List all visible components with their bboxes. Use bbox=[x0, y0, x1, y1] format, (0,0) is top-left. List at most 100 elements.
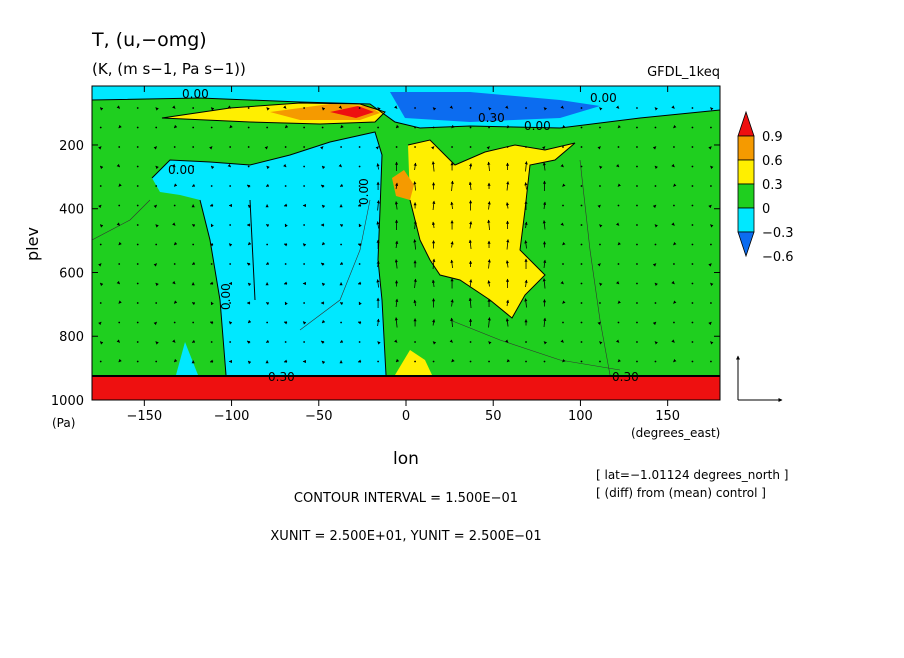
vector-dot bbox=[136, 126, 139, 129]
vector-arrow bbox=[654, 107, 659, 111]
vector-arrow bbox=[172, 280, 176, 285]
vector-dot bbox=[358, 146, 361, 148]
vector-dot bbox=[155, 360, 158, 363]
vector-arrow bbox=[395, 358, 400, 363]
vector-arrow bbox=[191, 261, 196, 265]
vector-arrow bbox=[155, 107, 159, 111]
vector-arrow bbox=[413, 239, 417, 250]
vector-arrow bbox=[155, 165, 159, 170]
vector-arrow bbox=[673, 183, 677, 187]
x-tick-label: −50 bbox=[305, 409, 332, 424]
vector-dot bbox=[636, 185, 638, 187]
vector-arrow bbox=[284, 124, 289, 129]
x-tick-label: 50 bbox=[485, 409, 502, 424]
vector-arrow bbox=[542, 278, 546, 289]
vector-dot bbox=[691, 224, 694, 226]
vector-dot bbox=[599, 185, 601, 187]
vector-arrow bbox=[376, 279, 380, 288]
vector-dot bbox=[691, 146, 694, 148]
vector-dot bbox=[580, 165, 583, 168]
vector-dot bbox=[654, 126, 657, 129]
vector-arrow bbox=[562, 183, 566, 187]
vector-dot bbox=[284, 185, 287, 187]
vector-arrow bbox=[191, 302, 196, 306]
vector-dot bbox=[136, 224, 139, 226]
vector-arrow bbox=[671, 105, 675, 109]
vector-arrow bbox=[191, 339, 196, 343]
vector-arrow bbox=[543, 107, 548, 111]
vector-arrow bbox=[98, 204, 102, 209]
vector-arrow bbox=[283, 359, 288, 363]
vector-dot bbox=[173, 204, 176, 207]
colorbar-label: 0.6 bbox=[762, 154, 783, 169]
contour-label-group: 0.00 0.00 0.00 0.00 0.00 0.30 0.00 0.30 … bbox=[168, 87, 639, 384]
contour-label: 0.00 bbox=[182, 87, 209, 101]
vector-dot bbox=[562, 204, 564, 207]
vector-arrow bbox=[488, 107, 492, 111]
vector-dot bbox=[192, 126, 195, 129]
vector-dot bbox=[710, 185, 712, 187]
vector-dot bbox=[155, 185, 158, 187]
vector-arrow bbox=[155, 282, 159, 287]
vector-arrow bbox=[191, 224, 196, 228]
vector-dot bbox=[525, 341, 527, 343]
vector-arrow bbox=[320, 146, 324, 150]
vector-dot bbox=[340, 243, 343, 246]
vector-dot bbox=[303, 146, 306, 148]
vector-arrow bbox=[413, 220, 417, 230]
vector-arrow bbox=[247, 319, 252, 324]
vector-arrow bbox=[377, 107, 381, 111]
vector-dot bbox=[266, 243, 269, 246]
vector-arrow bbox=[431, 279, 436, 288]
vector-arrow bbox=[339, 224, 344, 228]
vector-dot bbox=[210, 263, 213, 265]
vector-dot bbox=[210, 126, 213, 129]
vector-dot bbox=[229, 263, 232, 265]
vector-arrow bbox=[673, 241, 677, 246]
vector-arrow bbox=[191, 183, 196, 187]
vector-arrow bbox=[376, 221, 380, 229]
vector-dot bbox=[303, 224, 306, 226]
vector-dot bbox=[229, 302, 232, 304]
vector-arrow bbox=[413, 181, 417, 191]
vector-arrow bbox=[710, 224, 714, 228]
vector-dot bbox=[673, 263, 675, 265]
region-surface-band bbox=[92, 376, 720, 400]
vector-arrow bbox=[524, 298, 528, 308]
vector-dot bbox=[303, 302, 306, 304]
vector-arrow bbox=[246, 262, 251, 266]
vector-arrow bbox=[173, 241, 178, 246]
vector-dot bbox=[636, 224, 638, 226]
vector-arrow bbox=[542, 220, 546, 230]
vector-arrow bbox=[506, 358, 511, 363]
vector-arrow bbox=[227, 163, 231, 168]
vector-arrow bbox=[266, 165, 270, 170]
vector-dot bbox=[136, 165, 139, 168]
vector-dot bbox=[562, 146, 564, 148]
vector-dot bbox=[488, 126, 490, 129]
vector-arrow bbox=[209, 281, 214, 285]
vector-dot bbox=[173, 146, 176, 148]
vector-arrow bbox=[562, 358, 566, 363]
colorbar-swatch bbox=[737, 110, 755, 137]
vector-arrow bbox=[708, 204, 712, 209]
vector-arrow bbox=[116, 339, 120, 343]
y-tick-label: 800 bbox=[59, 330, 84, 345]
vector-arrow bbox=[118, 358, 122, 363]
dataset-label: GFDL_1keq bbox=[647, 65, 720, 80]
vector-arrow bbox=[449, 105, 453, 109]
vector-dot bbox=[636, 282, 638, 285]
vector-dot bbox=[562, 263, 564, 265]
vector-arrow bbox=[209, 203, 214, 207]
vector-arrow bbox=[173, 358, 178, 363]
vector-arrow bbox=[264, 146, 268, 150]
vector-arrow bbox=[283, 163, 287, 168]
contour-label: 0.30 bbox=[478, 111, 505, 125]
vector-arrow bbox=[487, 317, 491, 328]
vector-dot bbox=[691, 243, 694, 246]
vector-arrow bbox=[505, 202, 510, 209]
vector-arrow bbox=[228, 243, 233, 247]
colorbar-label: −0.3 bbox=[762, 226, 794, 241]
vector-arrow bbox=[615, 163, 620, 168]
region-upper-red bbox=[330, 106, 374, 118]
